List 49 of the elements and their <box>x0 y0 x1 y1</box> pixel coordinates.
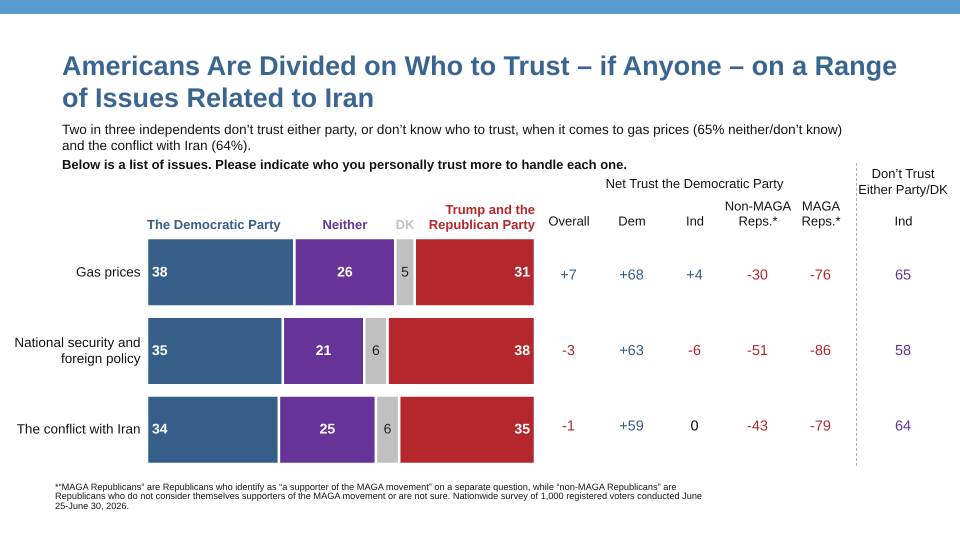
data-label: -1 <box>562 418 575 434</box>
data-label: 64 <box>894 418 912 434</box>
data-label: 35 <box>514 420 530 437</box>
text: *“MAGA Republicans” are Republicans who identify as “a supporter of the MAGA movement” on a separate question, while “non-MAGA Republicans” are Republicans who do not consider themselves supporters of the MAGA movement or are not sure. Nationwide survey of 1,000 registered voters conducted June 25-June 30, 2026. <box>55 482 704 512</box>
data-label: -79 <box>810 418 831 434</box>
data-label: -51 <box>747 343 768 359</box>
series-label: DK <box>396 217 416 232</box>
data-label: 0 <box>690 418 699 434</box>
data-label: +4 <box>686 268 703 284</box>
series-label: Neither <box>322 217 368 232</box>
chart-title: Americans Are Divided on Who to Trust – if Anyone – on a Range of Issues Related to Iran <box>62 50 898 114</box>
data-label: 31 <box>514 263 530 280</box>
data-label: 58 <box>894 343 912 359</box>
data-label: -43 <box>747 418 768 434</box>
data-label: 34 <box>152 420 168 437</box>
data-label: +68 <box>619 268 644 284</box>
x-tick-label: Ind <box>894 214 913 228</box>
data-label: -3 <box>562 343 575 359</box>
data-label: +63 <box>619 343 644 359</box>
data-label: 38 <box>152 263 168 280</box>
chart-title: Net Trust the Democratic Party <box>606 176 784 191</box>
x-tick-label: Ind <box>686 214 704 228</box>
data-label: -76 <box>810 268 831 284</box>
y-tick-label: The conflict with Iran <box>16 422 140 437</box>
chart-title: Don’t Trust Either Party/DK <box>858 166 948 197</box>
data-label: 26 <box>337 263 353 280</box>
data-label: 21 <box>316 342 332 358</box>
x-tick-label: MAGA Reps.* <box>801 198 841 228</box>
x-tick-label: Dem <box>618 214 646 228</box>
series-label: The Democratic Party <box>147 217 282 232</box>
y-tick-label: National security and foreign policy <box>14 335 141 366</box>
data-label: 65 <box>894 268 912 284</box>
data-label: 38 <box>514 342 530 358</box>
data-label: +7 <box>560 268 577 284</box>
data-label: -6 <box>688 343 701 359</box>
data-label: 25 <box>320 420 336 437</box>
data-label: +59 <box>619 418 644 434</box>
y-tick-label: Gas prices <box>76 264 141 280</box>
data-label: 5 <box>401 263 410 280</box>
series-label: Trump and the Republican Party <box>428 202 536 232</box>
x-tick-label: Overall <box>548 214 590 228</box>
text: Below is a list of issues. Please indicate who you personally trust more to handle each one. <box>62 157 627 172</box>
data-label: -30 <box>747 268 768 284</box>
data-label: 35 <box>152 342 168 358</box>
data-label: 6 <box>384 420 392 437</box>
data-label: -86 <box>810 343 831 359</box>
x-tick-label: Non-MAGA Reps.* <box>724 198 792 228</box>
chart-subtitle: Two in three independents don’t trust either party, or don’t know who to trust, when it comes to gas prices (65% neither/don’t know) and the conflict with Iran (64%). <box>62 122 844 153</box>
data-label: 6 <box>372 342 380 358</box>
